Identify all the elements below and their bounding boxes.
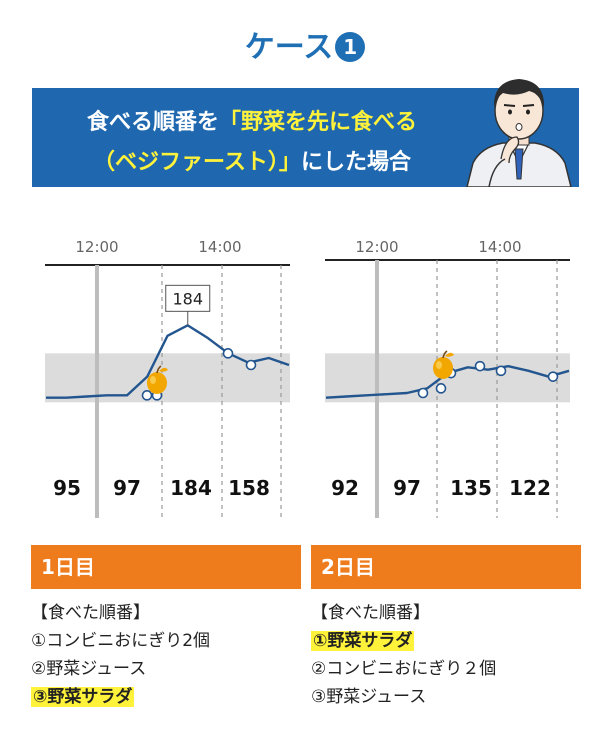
day1-reading-label: 158 [228, 476, 270, 500]
day1-annotation-box [165, 284, 211, 312]
day1-reading-label: 97 [113, 476, 141, 500]
day1-reading-marker [222, 348, 234, 359]
banner-suffix: にした場合 [300, 150, 411, 175]
day1-time-label: 12:00 [75, 238, 118, 256]
day2-reading-label: 92 [331, 476, 359, 500]
day1-reading-label: 184 [170, 476, 212, 500]
day1-annotation-value: 184 [172, 289, 203, 308]
banner-line-2: （ベジファースト）」にした場合 [32, 144, 472, 176]
day2-reading-marker [474, 360, 486, 372]
day1-reading-marker [141, 390, 153, 401]
day2-glucose-chart: 12:00 14:00 92 97 135 122 [325, 220, 570, 524]
case-title: ケース 1 [0, 22, 610, 66]
day2-reading-label: 97 [393, 476, 421, 500]
day2-order-list: 【食べた順番】 ①野菜サラダ ②コンビニおにぎり２個 ③野菜ジュース [311, 599, 496, 711]
day1-glucose-chart: 12:00 14:00 184 95 97 184 158 [45, 220, 290, 524]
apple-icon [147, 365, 168, 394]
day1-order-list: 【食べた順番】 ①コンビニおにぎり2個 ②野菜ジュース ③野菜サラダ [31, 599, 210, 711]
apple-icon [433, 350, 454, 379]
banner-highlight-1: 「野菜を先に食べる [219, 110, 418, 135]
day2-order-title: 【食べた順番】 [311, 603, 430, 623]
day1-time-label: 14:00 [198, 238, 241, 256]
day1-item-3: ③野菜サラダ [31, 687, 135, 707]
banner-highlight-2: （ベジファースト）」 [93, 150, 301, 175]
day1-header: 1日目 [31, 545, 301, 589]
day2-item-2: ②コンビニおにぎり２個 [311, 659, 497, 679]
day2-reading-label: 135 [450, 476, 492, 500]
case-number-badge: 1 [335, 32, 366, 62]
day2-reading-label: 122 [509, 476, 551, 500]
day2-time-label: 12:00 [355, 238, 398, 256]
banner-line-1: 食べる順番を「野菜を先に食べる [32, 104, 472, 136]
thinking-man-illustration [466, 79, 572, 187]
day1-item-2: ②野菜ジュース [31, 659, 147, 679]
day2-header: 2日目 [311, 545, 581, 589]
day1-reading-marker [245, 359, 257, 371]
banner: 食べる順番を「野菜を先に食べる （ベジファースト）」にした場合 [32, 79, 579, 187]
day1-item-1: ①コンビニおにぎり2個 [31, 631, 211, 651]
day2-item-1: ①野菜サラダ [311, 631, 415, 651]
day2-reading-marker [495, 365, 507, 377]
day1-order-title: 【食べた順番】 [31, 603, 150, 623]
day2-reading-marker [547, 371, 559, 382]
day2-reading-marker [435, 383, 447, 394]
day1-reading-label: 95 [53, 476, 81, 500]
day2-item-3: ③野菜ジュース [311, 687, 427, 707]
day2-reading-marker [417, 387, 429, 399]
case-title-text: ケース [244, 30, 334, 65]
banner-prefix: 食べる順番を [86, 110, 219, 135]
day2-time-label: 14:00 [478, 238, 521, 256]
